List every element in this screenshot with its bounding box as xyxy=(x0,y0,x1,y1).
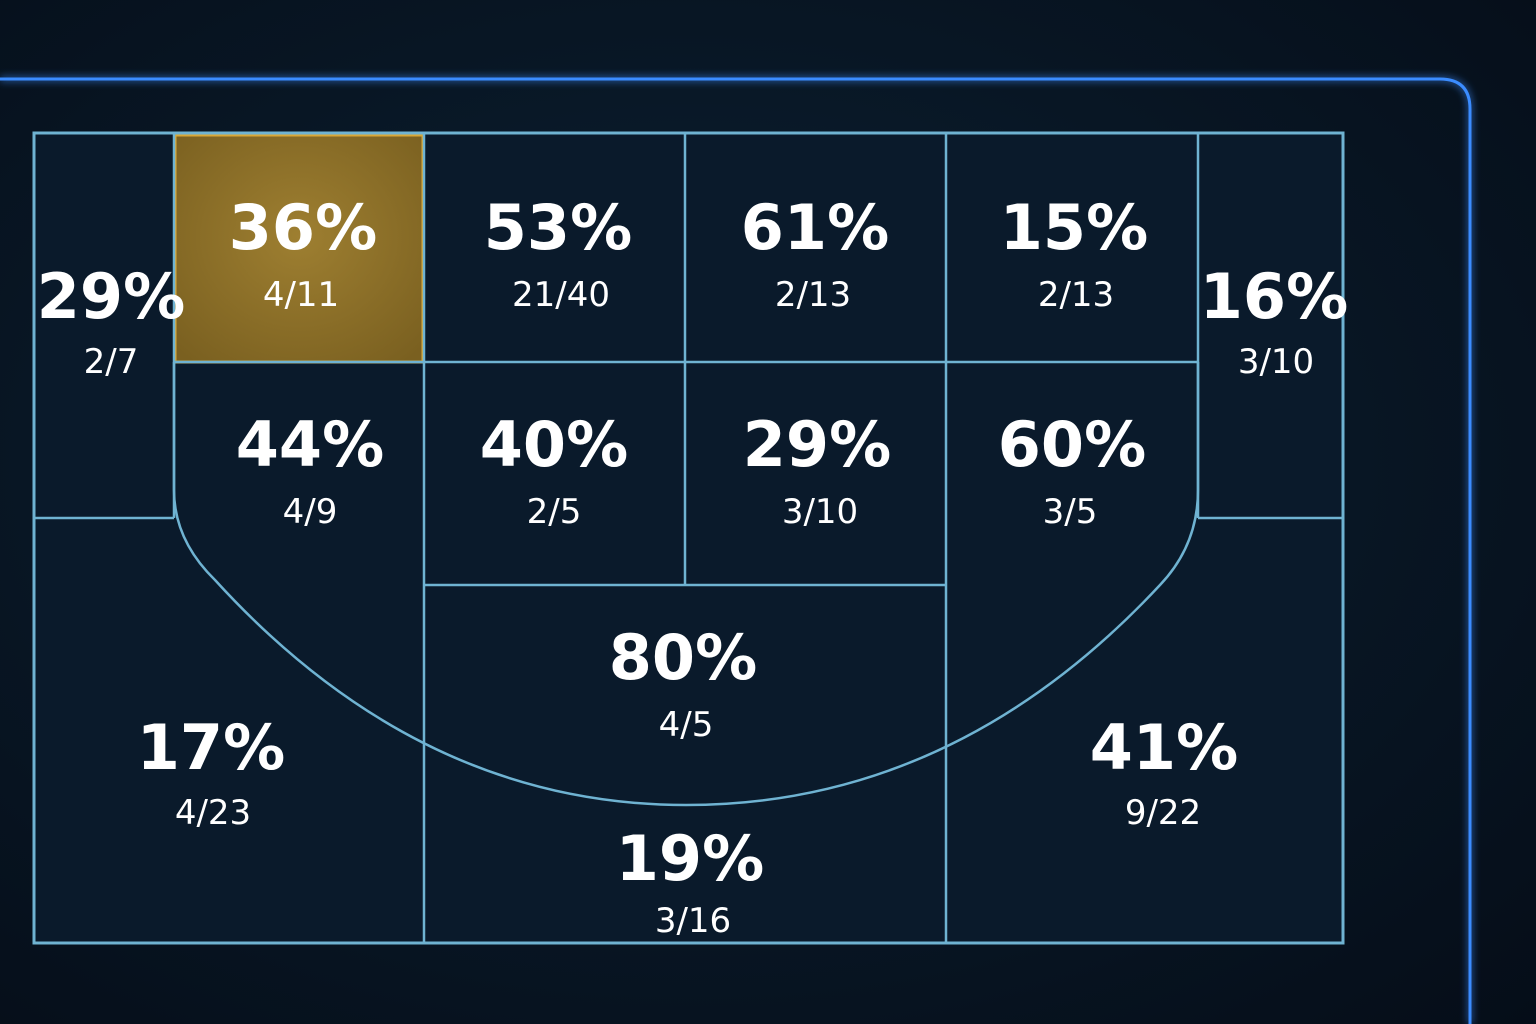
zone-top-center-fg: 2/13 xyxy=(775,275,851,315)
zone-labels: 29% 2/7 36% 4/11 53% 21/40 61% 2/13 15% … xyxy=(37,191,1348,941)
zone-top-center-left-pct: 53% xyxy=(484,191,632,264)
zone-top-center-left-fg: 21/40 xyxy=(512,275,610,315)
highlighted-zone-fill xyxy=(173,133,425,364)
glow-frame-line xyxy=(0,77,1472,1024)
zone-top-key-three-fg: 3/16 xyxy=(655,901,731,941)
zone-paint-pct: 80% xyxy=(609,621,757,694)
zone-right-wing-three-pct: 41% xyxy=(1090,711,1238,784)
zone-left-mid-fg: 4/9 xyxy=(283,492,338,532)
zone-right-corner-pct: 16% xyxy=(1200,260,1348,333)
zone-left-wing-three-fg: 4/23 xyxy=(175,793,251,833)
zone-top-key-three-pct: 19% xyxy=(616,822,764,895)
zone-right-mid-fg: 3/5 xyxy=(1043,492,1098,532)
zone-center-left-pct: 40% xyxy=(480,408,628,481)
zone-top-center-right-fg: 2/13 xyxy=(1038,275,1114,315)
zone-left-corner-fg: 2/7 xyxy=(84,342,139,382)
zone-center-right-fg: 3/10 xyxy=(782,492,858,532)
zone-center-right-pct: 29% xyxy=(743,408,891,481)
zone-left-wing-three-pct: 17% xyxy=(137,711,285,784)
zone-left-corner-pct: 29% xyxy=(37,260,185,333)
zone-right-corner-fg: 3/10 xyxy=(1238,342,1314,382)
zone-top-left-mid-pct: 36% xyxy=(229,191,377,264)
zone-right-wing-three-fg: 9/22 xyxy=(1125,793,1201,833)
court-lines xyxy=(32,131,1345,945)
three-point-arc xyxy=(172,362,1200,807)
zone-center-left-fg: 2/5 xyxy=(527,492,582,532)
zone-top-center-pct: 61% xyxy=(741,191,889,264)
zone-left-mid-pct: 44% xyxy=(236,408,384,481)
zone-top-left-mid-fg: 4/11 xyxy=(263,275,339,315)
zone-right-mid-pct: 60% xyxy=(998,408,1146,481)
zone-paint-fg: 4/5 xyxy=(659,705,714,745)
zone-top-center-right-pct: 15% xyxy=(1000,191,1148,264)
court-boundary xyxy=(32,131,1345,945)
